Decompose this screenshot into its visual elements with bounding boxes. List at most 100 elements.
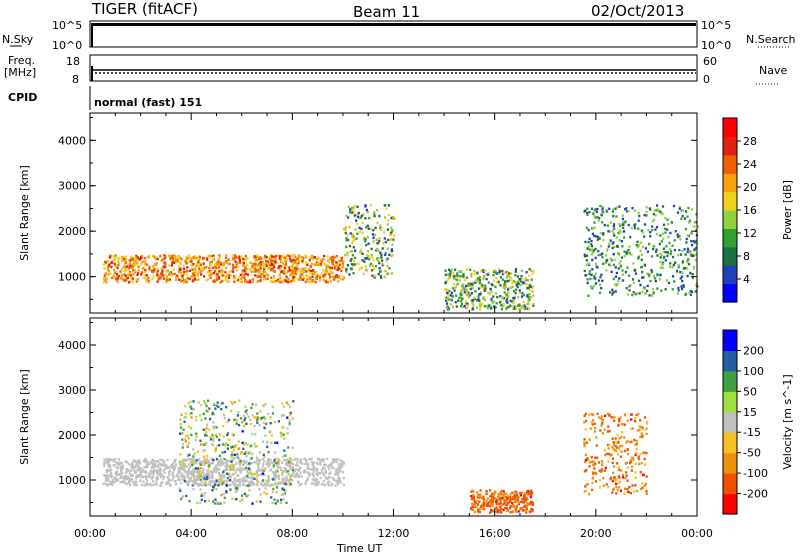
data-cell [449, 270, 452, 273]
data-cell [613, 476, 616, 480]
data-cell [315, 477, 318, 481]
data-cell [594, 456, 597, 459]
data-cell [212, 467, 215, 470]
data-cell [177, 257, 180, 261]
data-cell [233, 446, 236, 449]
data-cell [115, 466, 118, 469]
data-cell [174, 278, 178, 282]
data-cell [634, 484, 637, 487]
data-cell [181, 495, 184, 498]
data-cell [677, 235, 680, 239]
data-cell [267, 450, 270, 454]
data-cell [112, 268, 116, 272]
data-cell [230, 460, 233, 463]
data-cell [281, 262, 284, 265]
colorbar-tick-label: 8 [743, 250, 750, 263]
data-cell [233, 477, 236, 480]
data-cell [502, 503, 505, 506]
data-cell [503, 501, 506, 505]
data-cell [369, 262, 373, 265]
data-cell [213, 483, 217, 486]
data-cell [297, 278, 300, 281]
data-cell [512, 298, 515, 302]
data-cell [531, 508, 534, 511]
data-cell [611, 491, 614, 494]
data-cell [472, 299, 475, 302]
data-cell [476, 503, 480, 506]
data-cell [472, 503, 475, 506]
data-cell [617, 466, 620, 469]
data-cell [181, 272, 184, 276]
data-cell [681, 279, 684, 283]
data-cell [259, 260, 262, 264]
data-cell [162, 277, 165, 280]
data-cell [495, 281, 498, 284]
data-cell [619, 260, 622, 263]
data-cell [296, 464, 299, 467]
data-cell [584, 412, 587, 416]
data-cell [525, 511, 528, 514]
data-cell [526, 493, 529, 496]
data-cell [273, 255, 276, 258]
data-cell [213, 279, 216, 282]
data-cell [134, 269, 137, 272]
data-cell [315, 271, 318, 274]
data-cell [645, 452, 648, 455]
data-cell [159, 254, 162, 258]
data-cell [150, 484, 153, 487]
data-cell [446, 296, 449, 299]
data-cell [249, 482, 252, 485]
data-cell [108, 263, 111, 266]
data-cell [503, 283, 506, 286]
data-cell [177, 471, 180, 475]
data-cell [584, 453, 587, 456]
data-cell [599, 245, 603, 248]
data-cell [681, 287, 684, 291]
data-cell [476, 280, 480, 283]
data-cell [256, 463, 259, 466]
data-cell [324, 469, 327, 472]
data-cell [187, 472, 191, 475]
data-cell [216, 466, 219, 470]
data-cell [160, 482, 163, 485]
data-cell [135, 475, 139, 478]
data-cell [168, 278, 171, 281]
data-cell [261, 440, 265, 443]
data-cell [276, 458, 279, 461]
data-cell [631, 484, 634, 487]
data-cell [389, 233, 392, 236]
data-cell [654, 228, 657, 231]
data-cell [469, 507, 473, 511]
data-cell [463, 291, 466, 294]
data-cell [172, 474, 175, 478]
data-cell [209, 261, 212, 264]
data-cell [297, 260, 301, 263]
data-cell [264, 467, 267, 470]
data-cell [656, 208, 659, 211]
data-cell [156, 273, 159, 277]
data-cell [445, 299, 448, 302]
data-cell [327, 468, 331, 471]
data-cell [281, 255, 284, 258]
data-cell [109, 271, 112, 274]
data-cell [222, 481, 225, 484]
data-cell [271, 255, 274, 258]
data-cell [351, 235, 354, 238]
data-cell [604, 466, 607, 470]
data-cell [253, 264, 257, 268]
data-cell [256, 264, 259, 267]
data-cell [600, 424, 603, 427]
data-cell [145, 482, 148, 485]
data-cell [531, 503, 534, 506]
data-cell [594, 256, 597, 260]
data-cell [392, 216, 395, 219]
data-cell [513, 494, 516, 497]
data-cell [602, 239, 605, 242]
data-cell [323, 474, 326, 477]
data-cell [129, 480, 132, 483]
data-cell [209, 462, 213, 465]
data-cell [117, 263, 120, 266]
data-cell [133, 271, 136, 274]
data-cell [612, 448, 615, 451]
data-cell [386, 257, 389, 261]
